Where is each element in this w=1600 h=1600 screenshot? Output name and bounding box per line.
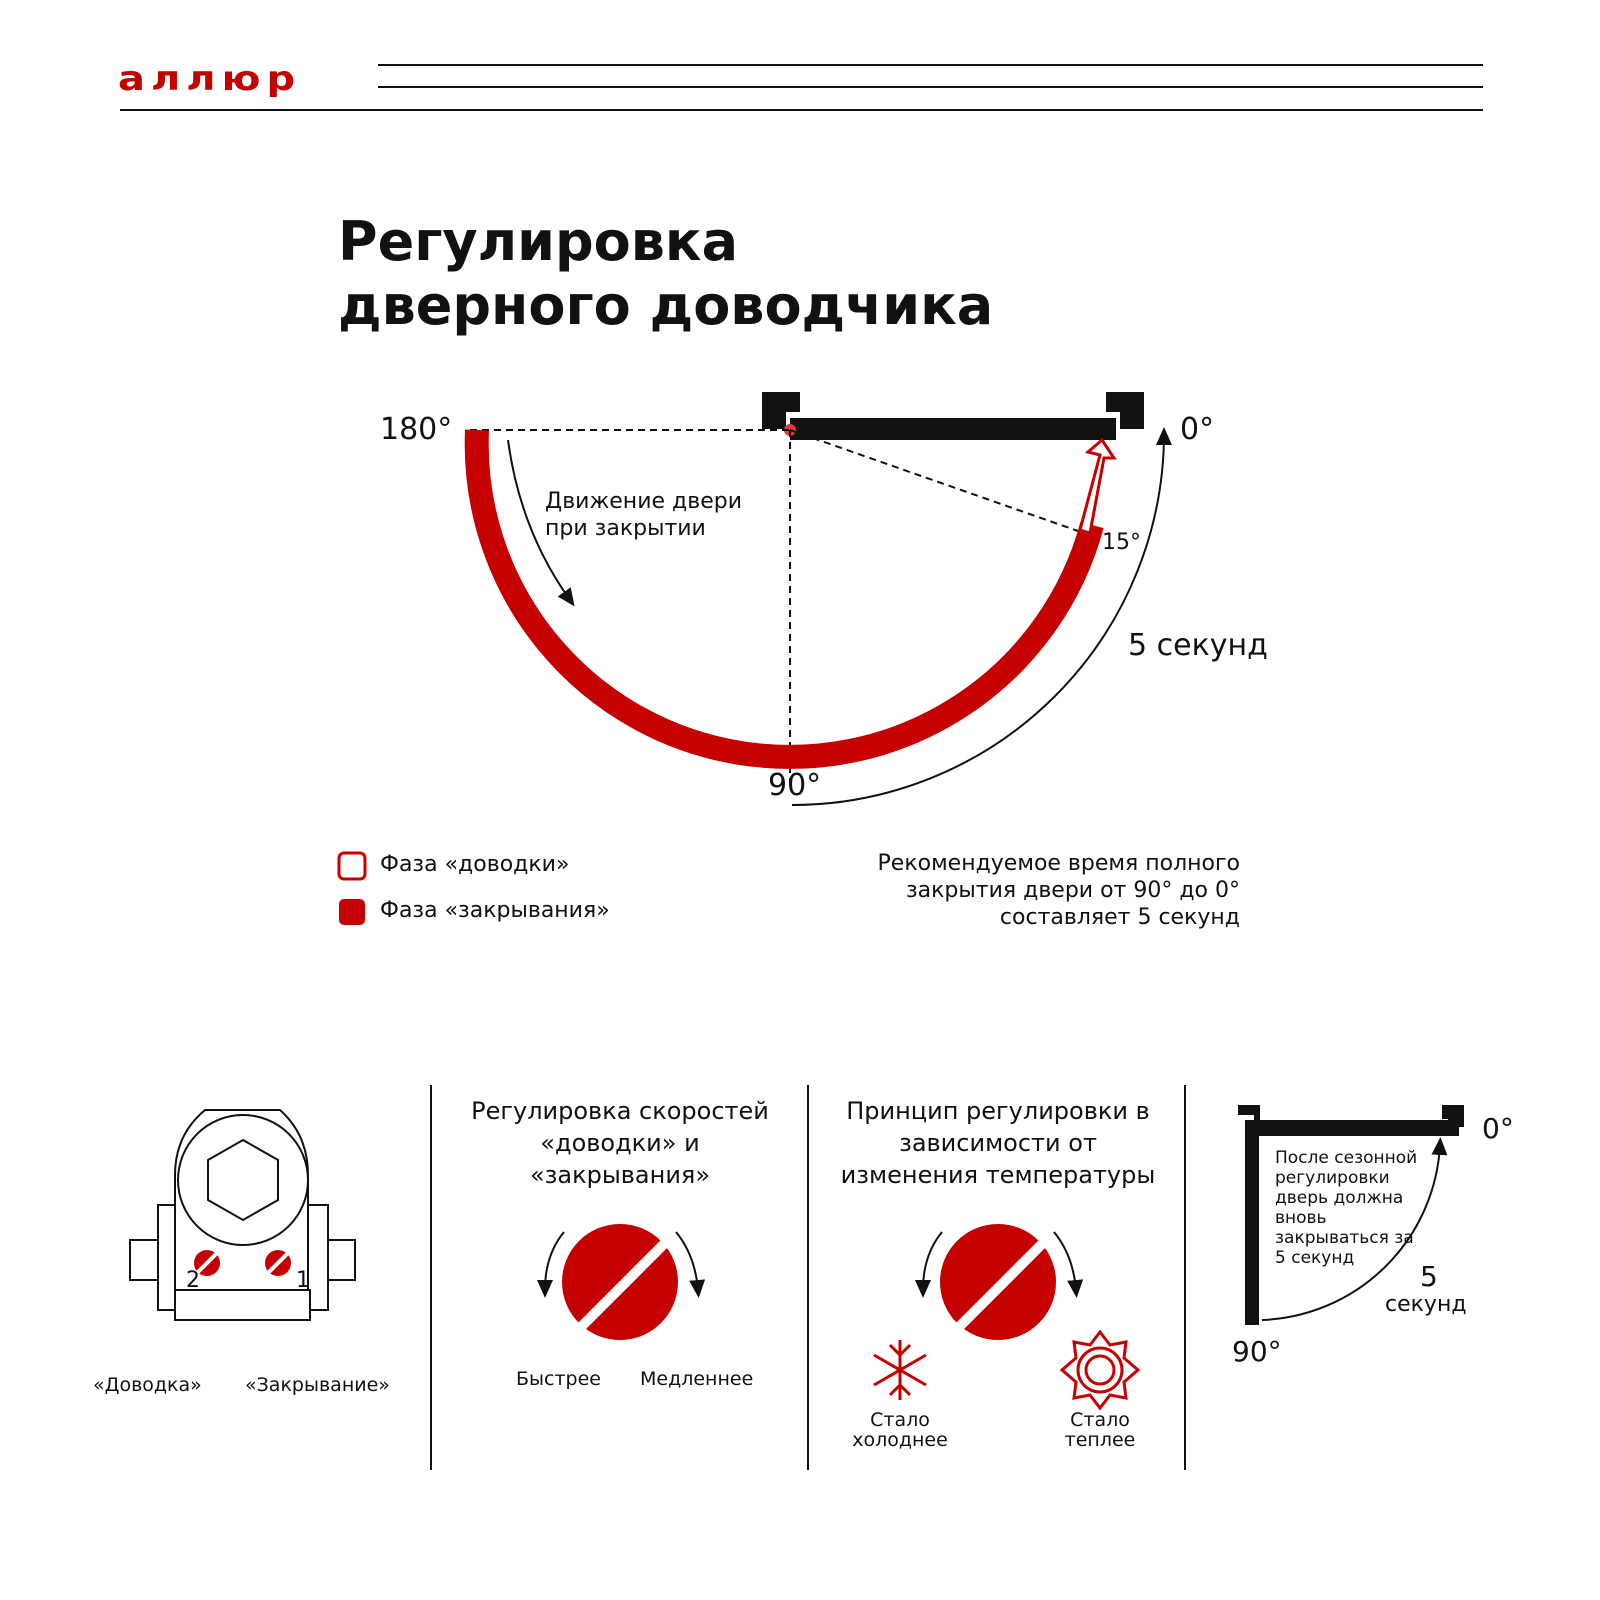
brand-logo: аллюр — [118, 59, 302, 99]
warmer-label: Стало теплее — [1064, 1409, 1136, 1451]
screw-2-label: 2 — [186, 1268, 200, 1293]
screw-2 — [194, 1250, 220, 1276]
sun-icon — [1059, 1329, 1141, 1411]
seasonal-door-icon — [1238, 1105, 1464, 1325]
movement-arrow — [507, 439, 575, 607]
angle-15-label: 15° — [1102, 530, 1141, 555]
closing-phase-arc — [464, 429, 1104, 769]
angle-180-label: 180° — [380, 412, 453, 447]
recommendation-text: Рекомендуемое время полного закрытия две… — [877, 851, 1240, 930]
door-closer-icon — [129, 1109, 356, 1321]
closing-label: «Закрывание» — [245, 1374, 390, 1396]
faster-arrow-icon — [537, 1231, 565, 1298]
time-arc — [791, 427, 1172, 806]
speed-title: Регулировка скоростей «доводки» и «закры… — [471, 1097, 769, 1189]
screw-1-label: 1 — [296, 1268, 310, 1293]
legend-closing: Фаза «закрывания» — [380, 898, 610, 923]
legend-latching: Фаза «доводки» — [380, 852, 570, 877]
warmer-arrow-icon — [1053, 1231, 1084, 1298]
temperature-title: Принцип регулировки в зависимости от изм… — [840, 1097, 1156, 1189]
door-leaf — [790, 418, 1116, 440]
latching-phase-arc — [1078, 437, 1117, 535]
angle-90-label: 90° — [768, 768, 822, 803]
angle-0-label: 0° — [1180, 412, 1215, 447]
movement-label: Движение двери при закрытии — [545, 489, 742, 541]
seasonal-time-unit: секунд — [1385, 1292, 1467, 1317]
seasonal-time-number: 5 — [1420, 1260, 1438, 1293]
legend-swatch-filled — [339, 899, 365, 925]
seasonal-angle-0: 0° — [1482, 1112, 1514, 1145]
door-frame-right — [1106, 392, 1144, 429]
colder-label: Стало холоднее — [852, 1409, 948, 1451]
speed-screw-icon — [562, 1224, 678, 1340]
seasonal-note: После сезонной регулировки дверь должна … — [1275, 1148, 1418, 1268]
faster-label: Быстрее — [516, 1368, 601, 1390]
header-rules — [120, 64, 1483, 111]
time-label: 5 секунд — [1128, 628, 1268, 663]
screw-1 — [265, 1250, 291, 1276]
dash-15 — [789, 429, 1099, 539]
seasonal-time-arc — [1261, 1137, 1448, 1321]
slower-label: Медленнее — [640, 1368, 754, 1390]
colder-arrow-icon — [915, 1231, 943, 1298]
snowflake-icon — [873, 1340, 927, 1400]
legend-swatch-outline — [337, 851, 367, 881]
slower-arrow-icon — [675, 1231, 706, 1298]
seasonal-angle-90: 90° — [1232, 1335, 1282, 1368]
page-title: Регулировка дверного доводчика — [338, 210, 994, 337]
panel-dividers — [430, 1085, 1186, 1470]
latching-label: «Доводка» — [93, 1374, 202, 1396]
door-frame-left — [762, 392, 800, 429]
temperature-screw-icon — [940, 1224, 1056, 1340]
